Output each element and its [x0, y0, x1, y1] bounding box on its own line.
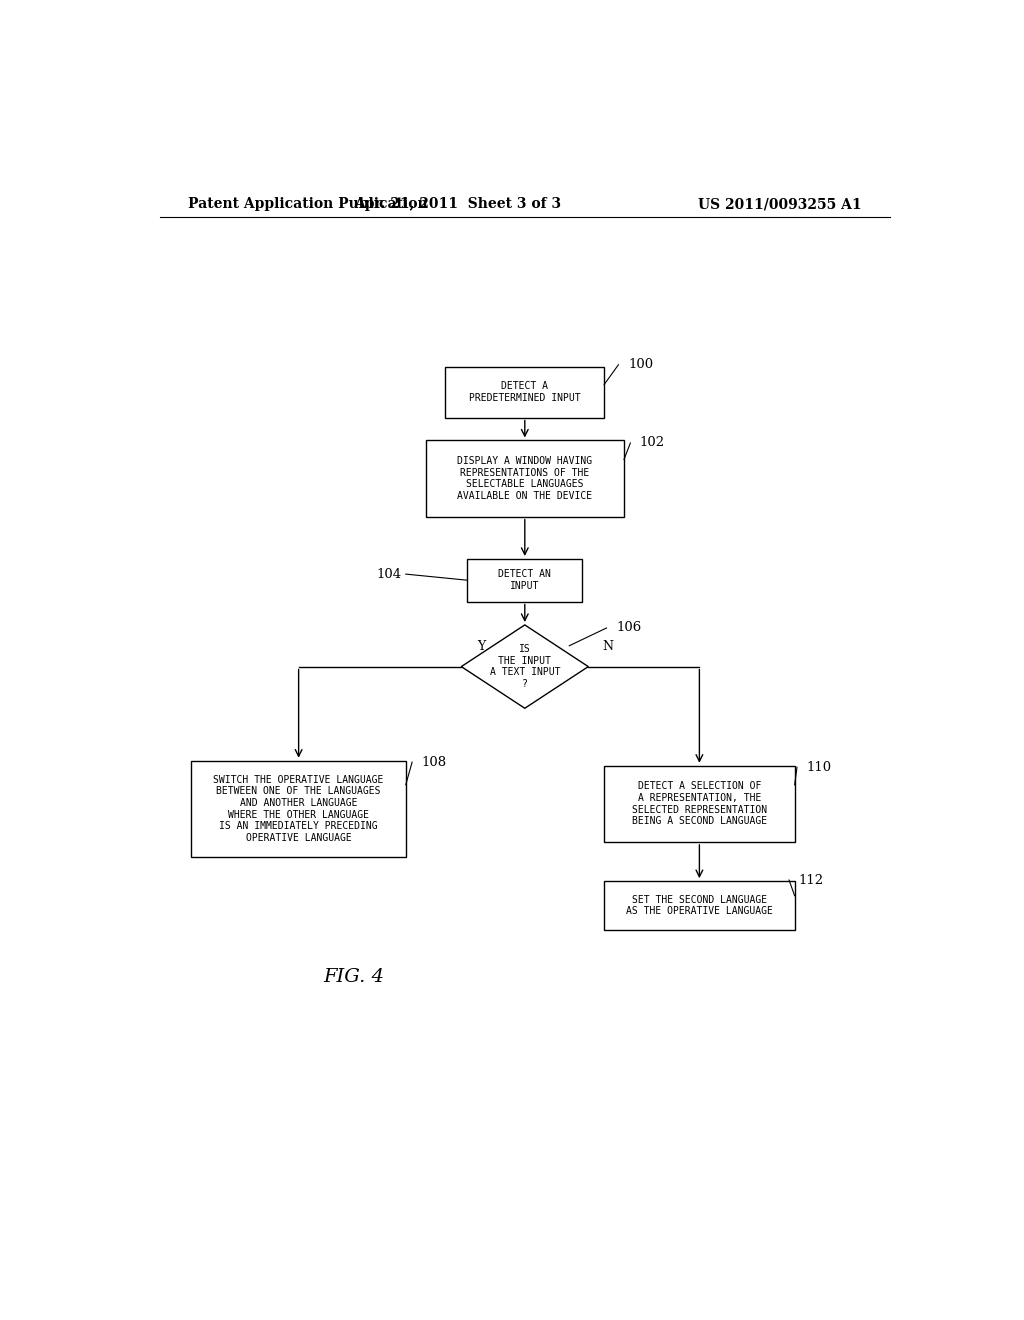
Text: SWITCH THE OPERATIVE LANGUAGE
BETWEEN ONE OF THE LANGUAGES
AND ANOTHER LANGUAGE
: SWITCH THE OPERATIVE LANGUAGE BETWEEN ON…	[213, 775, 384, 843]
Text: Patent Application Publication: Patent Application Publication	[187, 197, 427, 211]
Bar	[604, 880, 795, 929]
Bar	[467, 558, 583, 602]
Bar	[445, 367, 604, 417]
Bar	[426, 441, 624, 516]
Bar	[604, 766, 795, 842]
Text: DETECT A SELECTION OF
A REPRESENTATION, THE
SELECTED REPRESENTATION
BEING A SECO: DETECT A SELECTION OF A REPRESENTATION, …	[632, 781, 767, 826]
Text: DETECT AN
INPUT: DETECT AN INPUT	[499, 569, 551, 591]
Text: IS
THE INPUT
A TEXT INPUT
?: IS THE INPUT A TEXT INPUT ?	[489, 644, 560, 689]
Text: 100: 100	[628, 358, 653, 371]
Text: N: N	[603, 640, 613, 653]
Text: Apr. 21, 2011  Sheet 3 of 3: Apr. 21, 2011 Sheet 3 of 3	[353, 197, 561, 211]
Text: SET THE SECOND LANGUAGE
AS THE OPERATIVE LANGUAGE: SET THE SECOND LANGUAGE AS THE OPERATIVE…	[626, 895, 773, 916]
Text: Y: Y	[477, 640, 485, 653]
Text: DETECT A
PREDETERMINED INPUT: DETECT A PREDETERMINED INPUT	[469, 381, 581, 403]
Text: 110: 110	[807, 760, 831, 774]
Bar	[191, 760, 406, 857]
Text: 104: 104	[377, 568, 401, 581]
Text: 102: 102	[640, 437, 665, 450]
Text: 108: 108	[422, 755, 446, 768]
Text: DISPLAY A WINDOW HAVING
REPRESENTATIONS OF THE
SELECTABLE LANGUAGES
AVAILABLE ON: DISPLAY A WINDOW HAVING REPRESENTATIONS …	[458, 457, 592, 502]
Text: 112: 112	[799, 874, 823, 887]
Text: FIG. 4: FIG. 4	[324, 968, 385, 986]
Text: US 2011/0093255 A1: US 2011/0093255 A1	[698, 197, 862, 211]
Polygon shape	[461, 624, 588, 709]
Text: 106: 106	[616, 622, 641, 635]
